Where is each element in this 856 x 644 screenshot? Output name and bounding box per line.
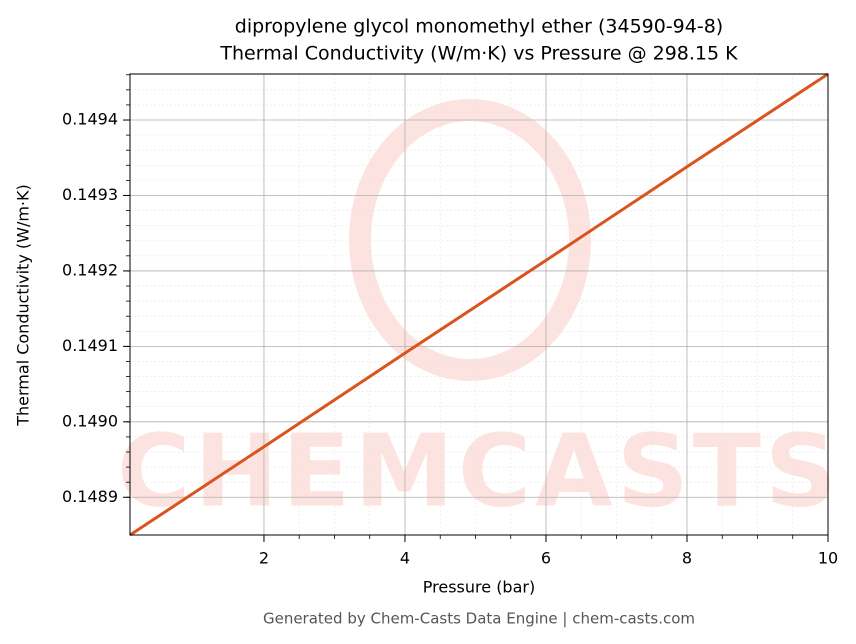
y-axis-label: Thermal Conductivity (W/m·K) — [14, 184, 33, 427]
x-axis-label: Pressure (bar) — [423, 578, 535, 597]
y-tick-label: 0.1491 — [62, 336, 118, 355]
y-tick-label: 0.1489 — [62, 487, 118, 506]
plot-area: CHEMCASTS — [117, 99, 841, 529]
watermark: CHEMCASTS — [117, 412, 841, 529]
x-tick-label: 8 — [682, 549, 692, 568]
watermark-logo — [349, 99, 591, 381]
y-tick-label: 0.1492 — [62, 260, 118, 279]
footer: Generated by Chem-Casts Data Engine | ch… — [263, 610, 695, 628]
x-tick-label: 10 — [818, 549, 838, 568]
x-tick-label: 2 — [259, 549, 269, 568]
y-tick-label: 0.1494 — [62, 110, 118, 129]
x-tick-label: 4 — [400, 549, 410, 568]
x-tick-label: 6 — [541, 549, 551, 568]
y-tick-label: 0.1490 — [62, 411, 118, 430]
chart-title: dipropylene glycol monomethyl ether (345… — [235, 16, 723, 38]
plot-frame — [129, 73, 829, 536]
chart-title: Thermal Conductivity (W/m·K) vs Pressure… — [219, 43, 738, 65]
line — [129, 72, 829, 537]
y-tick-label: 0.1493 — [62, 185, 118, 204]
